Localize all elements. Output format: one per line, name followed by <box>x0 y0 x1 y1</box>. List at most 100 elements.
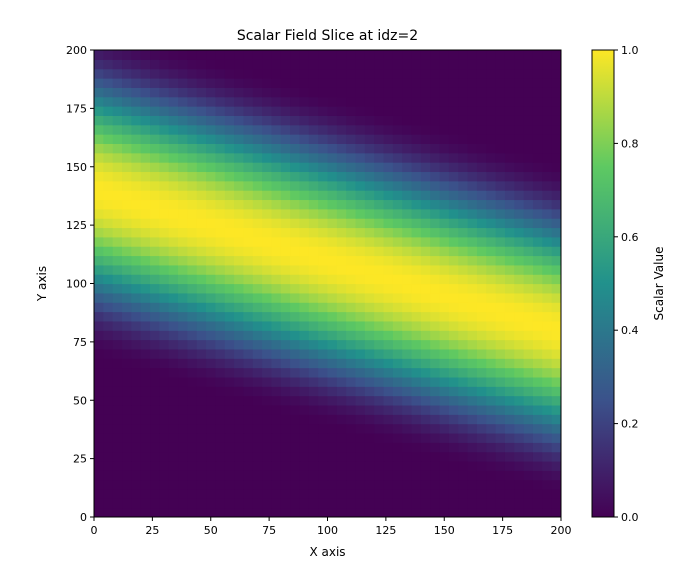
heatmap-cell <box>215 498 225 508</box>
heatmap-cell <box>468 153 478 163</box>
heatmap-cell <box>253 433 263 443</box>
heatmap-cell <box>309 115 319 125</box>
heatmap-cell <box>542 190 552 200</box>
heatmap-cell <box>337 498 347 508</box>
heatmap-cell <box>421 78 431 88</box>
heatmap-cell <box>430 302 440 312</box>
heatmap-cell <box>449 414 459 424</box>
heatmap-cell <box>440 134 450 144</box>
heatmap-cell <box>533 293 543 303</box>
heatmap-cell <box>384 386 394 396</box>
heatmap-cell <box>206 368 216 378</box>
heatmap-cell <box>514 162 524 172</box>
heatmap-cell <box>384 405 394 415</box>
heatmap-cell <box>187 433 197 443</box>
heatmap-cell <box>496 143 506 153</box>
heatmap-cell <box>141 284 151 294</box>
heatmap-cell <box>94 153 104 163</box>
heatmap-cell <box>496 414 506 424</box>
heatmap-cell <box>299 414 309 424</box>
heatmap-cell <box>384 246 394 256</box>
heatmap-cell <box>412 50 422 60</box>
heatmap-cell <box>290 349 300 359</box>
heatmap-cell <box>486 190 496 200</box>
heatmap-cell <box>328 508 338 518</box>
heatmap-cell <box>346 106 356 116</box>
heatmap-cell <box>103 368 113 378</box>
heatmap-cell <box>141 162 151 172</box>
heatmap-cell <box>169 190 179 200</box>
heatmap-cell <box>94 321 104 331</box>
heatmap-cell <box>299 106 309 116</box>
heatmap-cell <box>440 190 450 200</box>
heatmap-cell <box>131 78 141 88</box>
heatmap-cell <box>103 227 113 237</box>
heatmap-cell <box>524 330 534 340</box>
heatmap-cell <box>318 115 328 125</box>
heatmap-cell <box>514 181 524 191</box>
heatmap-cell <box>449 153 459 163</box>
heatmap-cell <box>122 386 132 396</box>
heatmap-cell <box>346 480 356 490</box>
heatmap-cell <box>197 134 207 144</box>
heatmap-cell <box>412 508 422 518</box>
heatmap-cell <box>122 284 132 294</box>
heatmap-cell <box>103 97 113 107</box>
heatmap-cell <box>458 246 468 256</box>
heatmap-cell <box>430 321 440 331</box>
heatmap-cell <box>178 209 188 219</box>
heatmap-cell <box>122 59 132 69</box>
heatmap-cell <box>290 442 300 452</box>
heatmap-cell <box>374 97 384 107</box>
y-tick-label: 0 <box>80 511 87 524</box>
heatmap-cell <box>449 312 459 322</box>
heatmap-cell <box>524 59 534 69</box>
heatmap-cell <box>346 396 356 406</box>
heatmap-cell <box>458 470 468 480</box>
heatmap-cell <box>299 78 309 88</box>
heatmap-cell <box>542 358 552 368</box>
heatmap-cell <box>412 358 422 368</box>
heatmap-cell <box>206 97 216 107</box>
heatmap-cell <box>206 106 216 116</box>
heatmap-cell <box>94 227 104 237</box>
heatmap-cell <box>159 274 169 284</box>
heatmap-cell <box>337 312 347 322</box>
heatmap-cell <box>94 452 104 462</box>
heatmap-cell <box>215 405 225 415</box>
heatmap-cell <box>113 405 123 415</box>
heatmap-cell <box>477 368 487 378</box>
colorbar-tick-label: 0.2 <box>621 418 639 431</box>
heatmap-cell <box>384 312 394 322</box>
heatmap-cell <box>402 461 412 471</box>
heatmap-cell <box>514 368 524 378</box>
heatmap-cell <box>318 452 328 462</box>
heatmap-cell <box>496 498 506 508</box>
heatmap-cell <box>430 199 440 209</box>
heatmap-cell <box>131 340 141 350</box>
heatmap-cell <box>113 181 123 191</box>
heatmap-cell <box>430 171 440 181</box>
heatmap-cell <box>187 489 197 499</box>
heatmap-cell <box>131 199 141 209</box>
heatmap-cell <box>94 134 104 144</box>
heatmap-cell <box>374 246 384 256</box>
heatmap-cell <box>552 433 562 443</box>
heatmap-cell <box>384 87 394 97</box>
heatmap-cell <box>299 461 309 471</box>
heatmap-cell <box>290 312 300 322</box>
heatmap-cell <box>169 209 179 219</box>
heatmap-cell <box>206 396 216 406</box>
heatmap-cell <box>159 433 169 443</box>
heatmap-cell <box>271 218 281 228</box>
x-tick-label: 200 <box>551 524 572 537</box>
heatmap-cell <box>197 69 207 79</box>
heatmap-cell <box>309 349 319 359</box>
heatmap-cell <box>159 461 169 471</box>
heatmap-cell <box>206 498 216 508</box>
heatmap-cell <box>309 125 319 135</box>
heatmap-cell <box>337 227 347 237</box>
heatmap-cell <box>290 50 300 60</box>
heatmap-cell <box>449 452 459 462</box>
heatmap-cell <box>505 405 515 415</box>
